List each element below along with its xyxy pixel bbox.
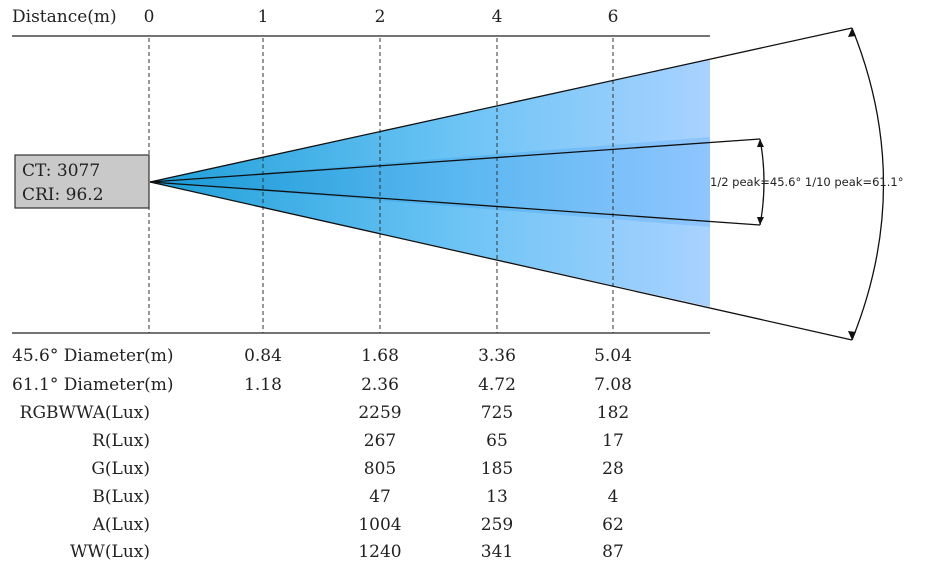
cell: 87 bbox=[602, 542, 624, 562]
outer-arc-arrow-bottom bbox=[848, 331, 856, 340]
beam-angle-annotation: 1/2 peak=45.6° 1/10 peak=61.1° bbox=[710, 175, 903, 189]
cell: 267 bbox=[364, 431, 396, 451]
beam-outer-upper-line bbox=[149, 27, 853, 183]
cell: 2259 bbox=[358, 403, 401, 423]
row-label-diameter-half: 45.6° Diameter(m) bbox=[12, 346, 174, 366]
cell: 65 bbox=[486, 431, 508, 451]
cell: 2.36 bbox=[361, 375, 399, 395]
source-box bbox=[14, 154, 150, 209]
cell: 13 bbox=[486, 487, 508, 507]
source-ct: CT: 3077 bbox=[22, 161, 100, 181]
beam-inner-fill bbox=[150, 137, 710, 227]
distance-label-4: 4 bbox=[492, 7, 503, 27]
distance-label-1: 1 bbox=[258, 7, 269, 27]
cell: 7.08 bbox=[594, 375, 632, 395]
cell: 47 bbox=[369, 487, 391, 507]
cell: 725 bbox=[481, 403, 513, 423]
distance-label-2: 2 bbox=[375, 7, 386, 27]
cell: 182 bbox=[597, 403, 629, 423]
beam-inner-upper-line bbox=[149, 138, 761, 183]
inner-angle-arc bbox=[759, 138, 765, 226]
row-label-a: A(Lux) bbox=[92, 515, 150, 535]
cell: 5.04 bbox=[594, 346, 632, 366]
cell: 805 bbox=[364, 459, 396, 479]
outer-angle-arc bbox=[851, 27, 885, 341]
cell: 4.72 bbox=[478, 375, 516, 395]
cell: 341 bbox=[481, 542, 513, 562]
inner-arc-arrow-bottom bbox=[757, 217, 764, 225]
distance-label-0: 0 bbox=[144, 7, 155, 27]
cell: 1004 bbox=[358, 515, 401, 535]
row-label-g: G(Lux) bbox=[91, 459, 150, 479]
beam-inner-lower-line bbox=[149, 181, 761, 226]
cell: 4 bbox=[608, 487, 619, 507]
row-label-diameter-tenth: 61.1° Diameter(m) bbox=[12, 375, 174, 395]
cell: 1240 bbox=[358, 542, 401, 562]
source-cri: CRI: 96.2 bbox=[22, 185, 104, 205]
row-label-b: B(Lux) bbox=[92, 487, 150, 507]
cell: 185 bbox=[481, 459, 513, 479]
cell: 17 bbox=[602, 431, 624, 451]
cell: 1.18 bbox=[244, 375, 282, 395]
distance-axis-label: Distance(m) bbox=[12, 7, 117, 27]
beam-outer-lower-line bbox=[149, 181, 853, 341]
row-label-rgbwwa: RGBWWA(Lux) bbox=[20, 403, 150, 423]
outer-arc-arrow-top bbox=[848, 28, 856, 37]
row-label-r: R(Lux) bbox=[92, 431, 150, 451]
cell: 3.36 bbox=[478, 346, 516, 366]
row-label-ww: WW(Lux) bbox=[70, 542, 150, 562]
cell: 62 bbox=[602, 515, 624, 535]
distance-label-6: 6 bbox=[608, 7, 619, 27]
cell: 28 bbox=[602, 459, 624, 479]
cell: 1.68 bbox=[361, 346, 399, 366]
cell: 259 bbox=[481, 515, 513, 535]
cell: 0.84 bbox=[244, 346, 282, 366]
inner-arc-arrow-top bbox=[757, 139, 764, 147]
